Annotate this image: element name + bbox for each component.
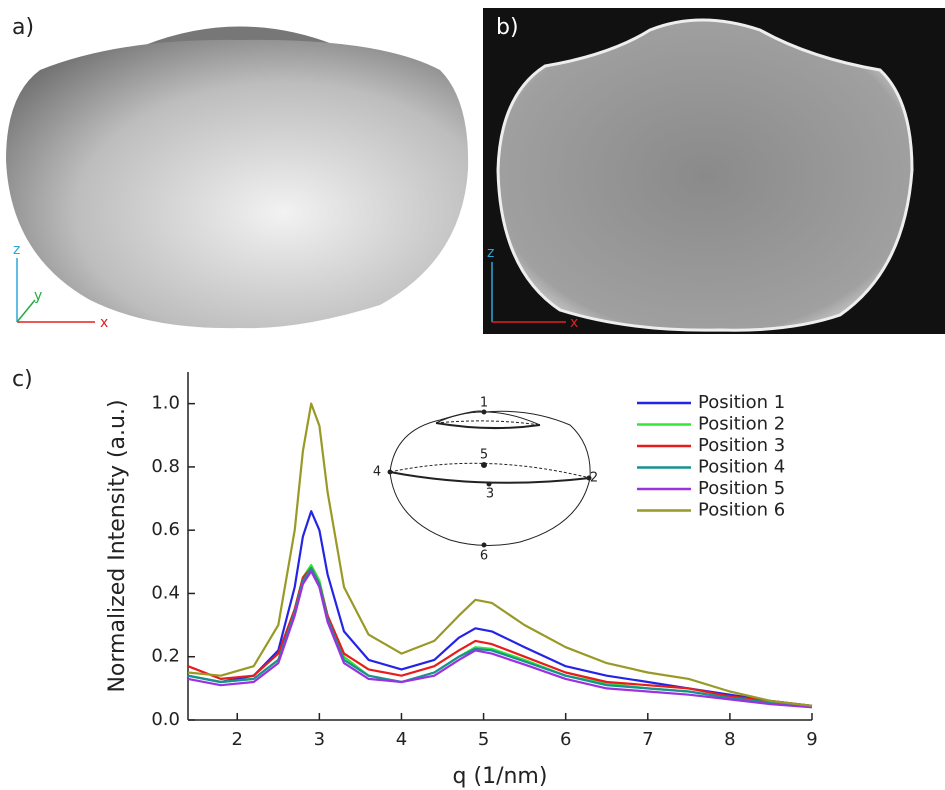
series-line: [187, 510, 813, 707]
legend-label: Position 3: [698, 435, 785, 456]
droplet-render: [6, 39, 469, 329]
inset-label: 4: [373, 465, 381, 480]
axis-label: x: [570, 315, 578, 331]
inset-label: 2: [590, 471, 598, 486]
y-tick-label: 0.2: [151, 646, 180, 667]
inset-diagram: [387, 409, 592, 548]
y-tick-label: 0.0: [151, 709, 180, 730]
inset-label: 3: [486, 487, 494, 502]
y-tick-label: 0.4: [151, 582, 180, 603]
y-tick-label: 0.6: [151, 519, 180, 540]
x-tick-label: 2: [232, 729, 243, 750]
axis-label: y: [34, 288, 42, 304]
x-tick-label: 7: [642, 729, 653, 750]
legend-label: Position 2: [698, 414, 785, 435]
axis-label: z: [13, 242, 20, 258]
ct-slice: [496, 18, 914, 332]
x-tick-label: 6: [560, 729, 571, 750]
panel-label: b): [496, 15, 519, 40]
legend-label: Position 5: [698, 478, 785, 499]
axis-y: [16, 299, 36, 323]
y-tick-label: 1.0: [151, 393, 180, 414]
inset-label: 6: [480, 549, 488, 564]
x-tick-label: 9: [806, 729, 817, 750]
series-line: [187, 402, 813, 707]
inset-label: 5: [480, 448, 488, 463]
x-tick-label: 5: [478, 729, 489, 750]
x-axis-title: q (1/nm): [453, 764, 548, 789]
series-line: [187, 567, 813, 707]
x-tick-label: 3: [314, 729, 325, 750]
legend-label: Position 1: [698, 392, 785, 413]
y-axis-title: Normalized Intensity (a.u.): [105, 399, 130, 692]
legend-label: Position 6: [698, 500, 785, 521]
panel-label: a): [12, 15, 34, 40]
inset-label: 1: [480, 396, 488, 411]
x-tick-label: 4: [396, 729, 407, 750]
axis-label: x: [100, 315, 108, 331]
series-line: [187, 570, 813, 709]
x-tick-label: 8: [724, 729, 735, 750]
axis-label: z: [487, 245, 494, 261]
legend-label: Position 4: [698, 457, 785, 478]
y-tick-label: 0.8: [151, 456, 180, 477]
panel-label: c): [12, 367, 33, 392]
